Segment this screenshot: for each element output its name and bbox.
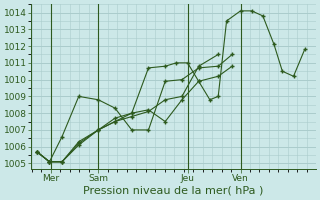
X-axis label: Pression niveau de la mer( hPa ): Pression niveau de la mer( hPa ) bbox=[84, 186, 264, 196]
